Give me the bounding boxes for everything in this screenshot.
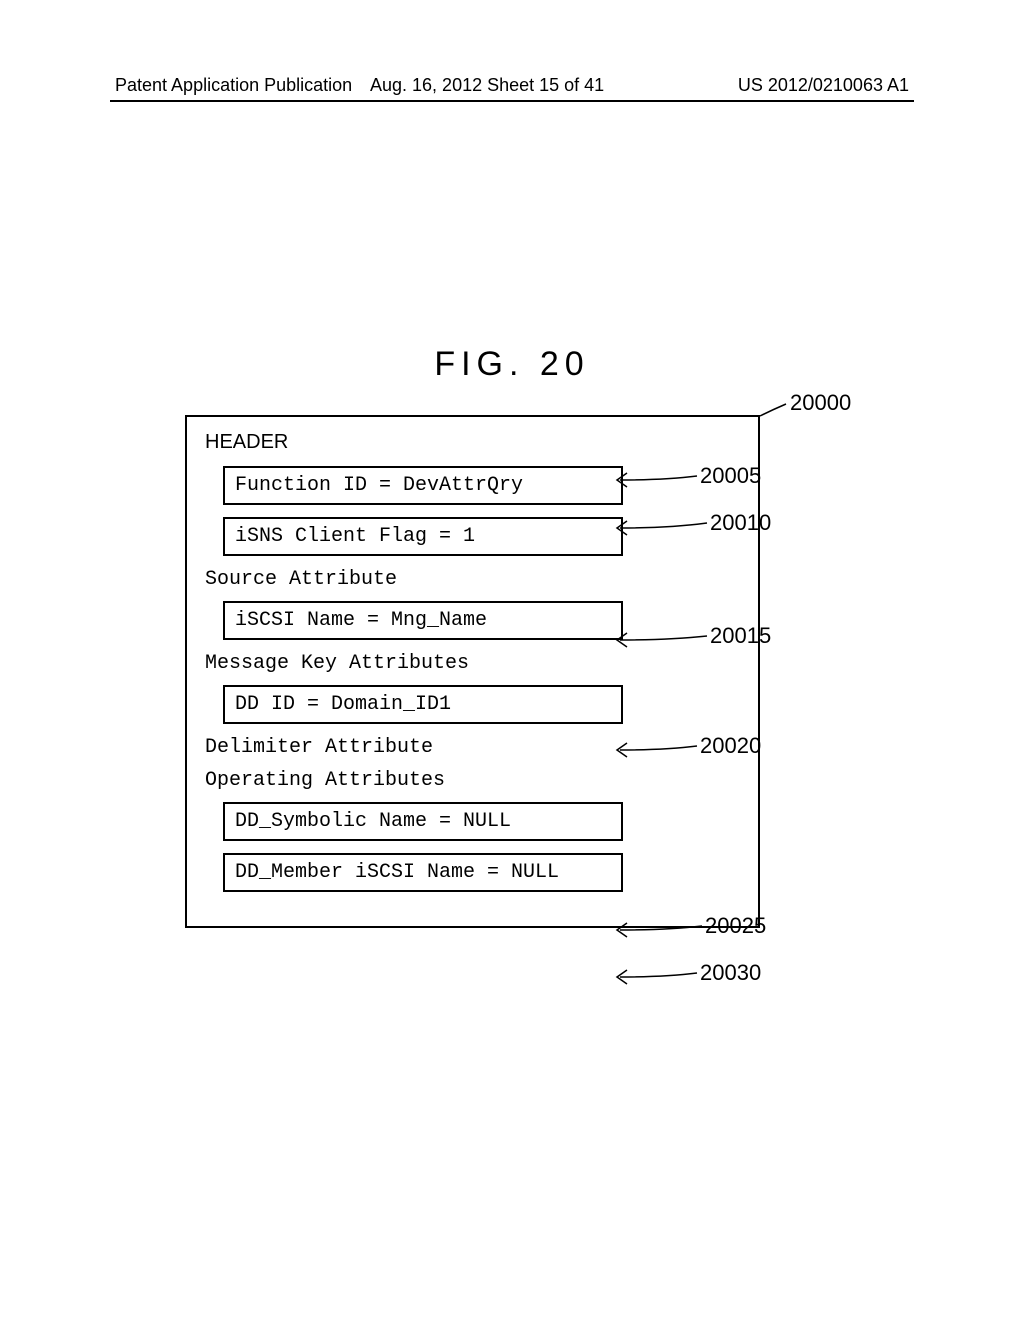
header-item-1: iSNS Client Flag = 1 bbox=[223, 517, 623, 556]
section-delimiter-attr-label: Delimiter Attribute bbox=[205, 736, 740, 759]
ref-20030: 20030 bbox=[700, 960, 761, 986]
header-left: Patent Application Publication bbox=[115, 75, 352, 96]
section-source-attr-label: Source Attribute bbox=[205, 568, 740, 591]
section-operating-attr-label: Operating Attributes bbox=[205, 769, 740, 792]
operating-attr-item-1: DD_Member iSCSI Name = NULL bbox=[223, 853, 623, 892]
ref-20020: 20020 bbox=[700, 733, 761, 759]
ref-20015: 20015 bbox=[710, 623, 771, 649]
header-right: US 2012/0210063 A1 bbox=[738, 75, 909, 96]
msg-key-attr-item-0: DD ID = Domain_ID1 bbox=[223, 685, 623, 724]
ref-20000: 20000 bbox=[790, 390, 851, 416]
header-middle: Aug. 16, 2012 Sheet 15 of 41 bbox=[370, 75, 604, 96]
ref-20010: 20010 bbox=[710, 510, 771, 536]
operating-attr-item-0: DD_Symbolic Name = NULL bbox=[223, 802, 623, 841]
figure-title: FIG. 20 bbox=[0, 345, 1024, 384]
section-msg-key-attr-label: Message Key Attributes bbox=[205, 652, 740, 675]
section-header-label: HEADER bbox=[205, 431, 740, 454]
ref-20005: 20005 bbox=[700, 463, 761, 489]
ref-20025: 20025 bbox=[705, 913, 766, 939]
header-rule bbox=[110, 100, 914, 102]
source-attr-item-0: iSCSI Name = Mng_Name bbox=[223, 601, 623, 640]
message-box: HEADER Function ID = DevAttrQry iSNS Cli… bbox=[185, 415, 760, 928]
page: Patent Application Publication Aug. 16, … bbox=[0, 0, 1024, 1320]
header-item-0: Function ID = DevAttrQry bbox=[223, 466, 623, 505]
